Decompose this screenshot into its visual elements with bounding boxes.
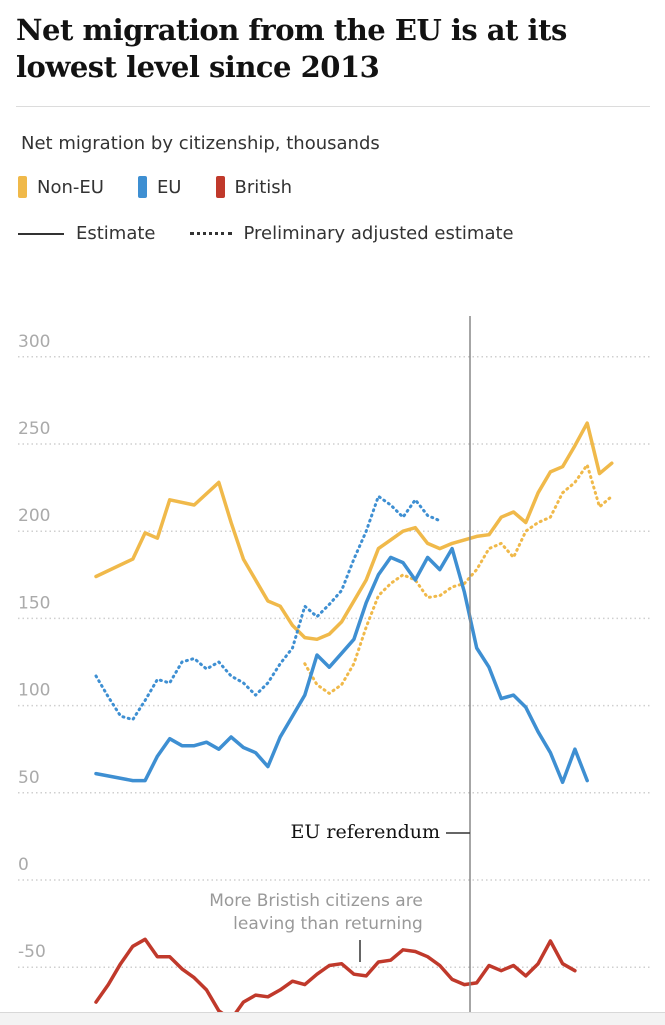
british-note-line1: More Bristish citizens are [209,891,423,911]
legend-label-eu: EU [156,176,182,198]
legend-swatch-british [215,176,225,198]
legend-item-british: British [215,176,293,198]
solid-line-key [18,232,64,235]
series-line-eu-preliminary [94,494,442,722]
legend-label-british: British [234,176,293,198]
legend-swatch-non-eu [18,176,27,198]
y-tick-label: 250 [18,419,50,439]
y-tick-label: 0 [18,855,29,875]
y-tick-label: 300 [18,332,50,352]
annotations: EU referendum More Bristish citizens are… [209,316,471,1012]
british-note-line2: leaving than returning [233,914,423,934]
browser-toolbar-edge [0,1012,665,1025]
header-rule [16,106,650,107]
legend-series: Non-EU EU British [18,176,326,198]
headline: Net migration from the EU is at its lowe… [16,13,567,84]
series-line-non-eu [94,421,614,642]
y-tick-label: 150 [18,593,50,613]
legend-label-estimate: Estimate [76,223,156,244]
series-lines [94,421,614,1012]
y-tick-label: -50 [18,942,46,962]
legend-item-preliminary: Preliminary adjusted estimate [189,223,514,244]
y-tick-label: 200 [18,506,50,526]
legend-item-estimate: Estimate [18,223,156,244]
line-chart: 300 250 200 150 100 50 0 -50 EU referendum More… [18,316,650,1012]
dotted-line-key [189,232,232,235]
gridlines: 300 250 200 150 100 50 0 -50 [18,332,650,968]
legend-swatch-eu [137,176,147,198]
referendum-label: EU referendum [290,821,440,843]
legend-label-preliminary: Preliminary adjusted estimate [243,223,514,244]
legend-item-non-eu: Non-EU [18,176,104,198]
legend-label-non-eu: Non-EU [37,176,104,198]
legend-line-styles: Estimate Preliminary adjusted estimate [18,223,548,244]
y-tick-label: 50 [18,768,40,788]
legend-item-eu: EU [137,176,182,198]
series-line-eu [94,546,589,785]
series-line-british [94,937,577,1012]
chart-subtitle: Net migration by citizenship, thousands [21,133,380,154]
series-line-non-eu-preliminary [303,463,614,695]
y-tick-label: 100 [18,681,50,701]
